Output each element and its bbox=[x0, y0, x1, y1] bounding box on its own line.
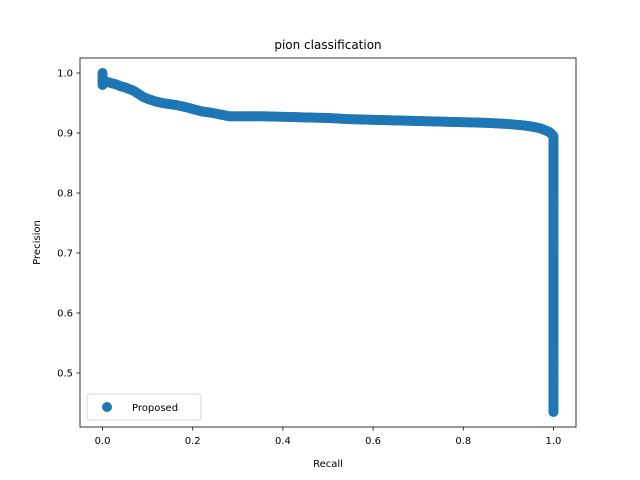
x-tick-label: 0.2 bbox=[185, 436, 201, 447]
legend-box bbox=[86, 393, 202, 421]
data-layer bbox=[97, 68, 559, 417]
legend: Proposed bbox=[86, 393, 202, 421]
y-tick-label: 0.7 bbox=[57, 249, 73, 260]
legend-marker-proposed bbox=[102, 402, 112, 412]
x-tick-label: 0.0 bbox=[95, 436, 111, 447]
chart-title: pion classification bbox=[274, 38, 381, 52]
legend-label-proposed: Proposed bbox=[132, 403, 178, 414]
x-axis-label: Recall bbox=[313, 459, 343, 470]
data-point bbox=[548, 407, 559, 417]
y-tick-label: 1.0 bbox=[57, 69, 73, 80]
y-axis-label: Precision bbox=[32, 220, 43, 265]
plot-frame bbox=[79, 57, 577, 428]
y-tick-label: 0.5 bbox=[57, 369, 73, 380]
x-tick-label: 0.6 bbox=[365, 436, 381, 447]
x-tick-label: 0.4 bbox=[275, 436, 291, 447]
y-axis-ticks: 0.5 0.6 0.7 0.8 0.9 1.0 bbox=[57, 69, 80, 380]
y-tick-label: 0.9 bbox=[57, 129, 73, 140]
y-tick-label: 0.8 bbox=[57, 189, 73, 200]
x-axis-ticks: 0.0 0.2 0.4 0.6 0.8 1.0 bbox=[95, 427, 562, 447]
y-tick-label: 0.6 bbox=[57, 309, 73, 320]
x-tick-label: 0.8 bbox=[455, 436, 471, 447]
x-tick-label: 1.0 bbox=[546, 436, 562, 447]
